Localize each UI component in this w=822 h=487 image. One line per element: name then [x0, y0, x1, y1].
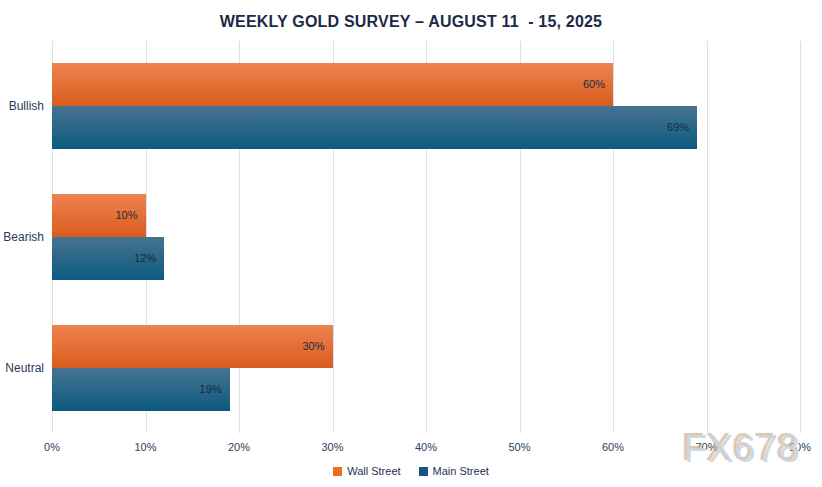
bar-main-street-bullish: 69%	[52, 106, 697, 149]
x-tick-label: 10%	[126, 441, 166, 453]
wall-street-swatch-icon	[333, 467, 342, 476]
x-tick-label: 60%	[593, 441, 633, 453]
legend-label: Main Street	[433, 465, 489, 477]
x-tick-label: 40%	[406, 441, 446, 453]
category-label-bullish: Bullish	[0, 98, 44, 114]
plot-area: 60%69%10%12%30%19% BullishBearishNeutral…	[0, 0, 822, 487]
bar-main-street-bearish: 12%	[52, 237, 164, 280]
x-tick-label: 80%	[780, 441, 820, 453]
gold-survey-chart: WEEKLY GOLD SURVEY – AUGUST 11 - 15, 202…	[0, 0, 822, 487]
x-tick-label: 50%	[500, 441, 540, 453]
x-tick-label: 30%	[313, 441, 353, 453]
legend-item-wall-street: Wall Street	[333, 465, 400, 477]
bar-value-label: 12%	[134, 237, 156, 280]
x-tick-label: 20%	[219, 441, 259, 453]
bar-value-label: 30%	[302, 325, 324, 368]
category-label-bearish: Bearish	[0, 229, 44, 245]
category-label-neutral: Neutral	[0, 360, 44, 376]
bar-value-label: 60%	[583, 63, 605, 106]
legend-label: Wall Street	[347, 465, 400, 477]
gridline	[613, 41, 614, 433]
bar-wall-street-bullish: 60%	[52, 63, 613, 106]
x-tick-label: 70%	[687, 441, 727, 453]
legend: Wall Street Main Street	[0, 465, 822, 477]
x-tick-label: 0%	[32, 441, 72, 453]
bar-main-street-neutral: 19%	[52, 368, 230, 411]
gridline	[707, 41, 708, 433]
bar-value-label: 19%	[200, 368, 222, 411]
main-street-swatch-icon	[419, 467, 428, 476]
legend-item-main-street: Main Street	[419, 465, 489, 477]
bar-wall-street-bearish: 10%	[52, 194, 146, 237]
gridline	[800, 41, 801, 433]
bar-value-label: 10%	[115, 194, 137, 237]
bar-wall-street-neutral: 30%	[52, 325, 333, 368]
bar-value-label: 69%	[667, 106, 689, 149]
